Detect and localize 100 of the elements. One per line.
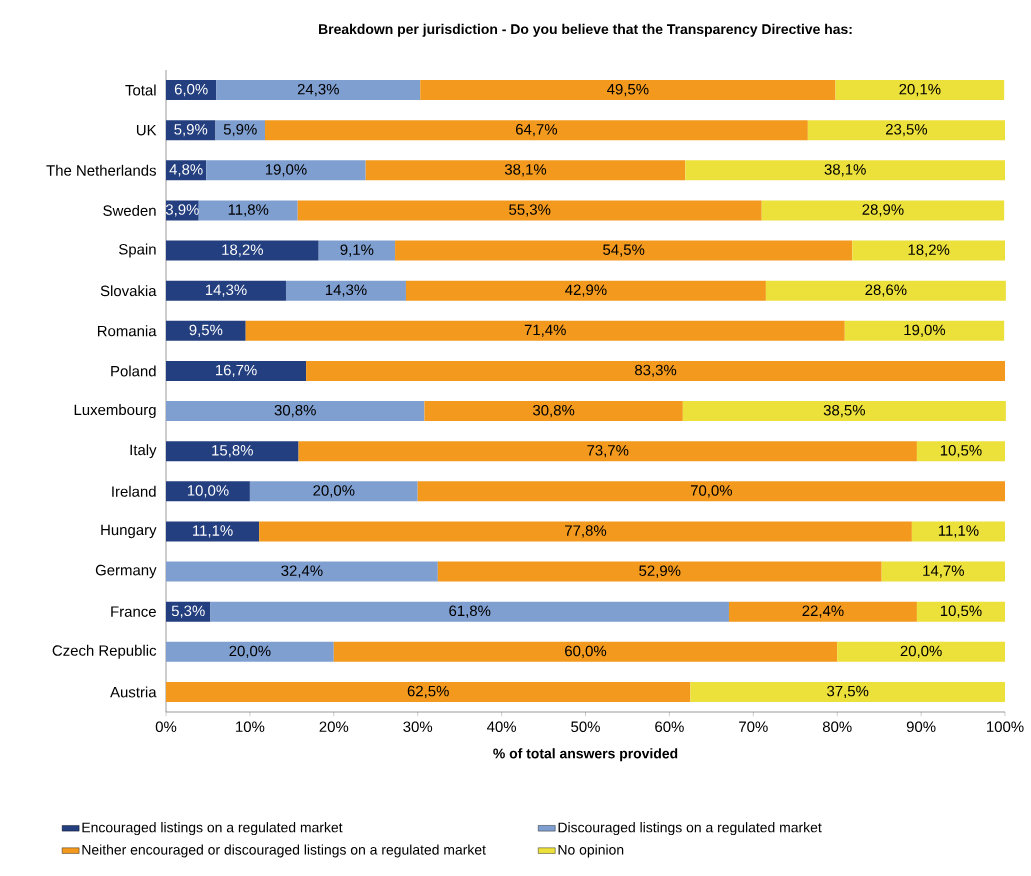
bar [685,160,1006,181]
bar [166,240,319,261]
bar [166,481,250,502]
data-label: 42,9% [565,284,607,297]
bar [318,240,396,261]
data-label: 14,7% [923,565,964,578]
bar [424,401,683,422]
data-label: 54,5% [603,244,645,257]
data-label: 49,5% [607,83,649,97]
bar [216,80,421,101]
data-label: 14,3% [325,284,367,297]
bar [166,401,425,422]
bar [417,481,1006,502]
bar [198,200,298,221]
data-label: 38,5% [823,404,865,418]
x-tick-label: 30% [403,721,433,733]
y-tick-label: Hungary [101,524,157,539]
bar [728,601,917,622]
data-label: 20,0% [900,645,942,658]
data-label: 71,4% [524,324,566,337]
bar [420,80,836,101]
data-label: 64,7% [516,124,558,137]
legend-label: No opinion [558,844,624,858]
legend-label: Neither encouraged or discouraged listings on a regulated market [82,844,486,858]
data-label: 73,7% [587,445,629,458]
bar [405,280,766,301]
data-label: 62,5% [407,685,449,699]
bar [837,641,1006,662]
bar [306,360,1006,381]
y-tick-label: Italy [130,444,157,459]
bar [259,521,912,542]
bar [844,320,1005,341]
data-label: 28,6% [865,284,907,297]
data-label: 24,3% [297,83,339,97]
data-label: 19,0% [904,324,946,337]
bar [210,601,729,622]
bar [285,280,406,301]
bar [365,160,686,181]
bar [166,120,216,141]
y-tick-label: UK [136,124,157,136]
data-label: 10,5% [940,445,982,458]
data-label: 38,1% [824,164,866,177]
data-label: 16,7% [216,364,257,378]
bar [835,80,1005,101]
bar [690,681,1006,702]
data-label: 23,5% [885,124,928,137]
data-label: 83,3% [635,364,677,378]
x-tick-label: 70% [739,721,768,733]
data-label: 18,2% [222,244,263,257]
data-label: 5,9% [223,124,257,137]
y-tick-label: Poland [111,365,156,377]
chart-title: Breakdown per jurisdiction - Do you believe that the Transparency Directive has: [319,23,852,37]
data-label: 5,3% [171,605,205,618]
bar [166,521,260,542]
data-label: 11,8% [228,204,269,217]
data-label: 9,1% [340,244,374,257]
bar [166,561,438,582]
bar [916,601,1006,622]
x-tick-label: 0% [155,721,177,733]
bar [333,641,838,662]
data-label: 22,4% [802,605,844,618]
data-label: 60,0% [565,645,607,658]
data-label: 30,8% [533,404,575,418]
y-tick-label: Austria [110,686,157,698]
bar [682,401,1006,422]
data-label: 20,0% [229,645,271,658]
data-label: 4,8% [169,164,203,177]
x-tick-label: 40% [486,721,517,733]
bar [807,120,1006,141]
data-label: 14,3% [205,284,247,297]
y-tick-label: Ireland [112,485,156,497]
bar [765,280,1006,301]
data-label: 5,9% [174,124,208,137]
data-label: 30,8% [274,404,316,418]
x-tick-label: 50% [571,721,600,733]
bar [166,320,246,341]
bar [911,521,1006,542]
data-label: 52,9% [639,565,681,578]
data-label: 61,8% [449,605,491,618]
data-label: 20,1% [899,83,941,97]
data-label: 55,3% [509,204,551,217]
bar [265,120,808,141]
bar [249,481,418,502]
bar [206,160,366,181]
bar [298,441,917,462]
y-tick-label: Slovakia [100,285,157,297]
y-tick-label: Sweden [103,204,156,216]
data-label: 70,0% [690,485,732,498]
bar [852,240,1006,261]
bar [437,561,882,582]
data-label: 20,0% [313,485,355,498]
bar [297,200,762,221]
y-tick-label: France [111,606,156,617]
y-tick-label: Spain [119,243,156,258]
bar [881,561,1006,582]
data-label: 9,5% [189,324,223,337]
data-label: 19,0% [265,164,307,177]
bar [916,441,1006,462]
bar [166,280,286,301]
x-tick-label: 20% [319,721,349,733]
